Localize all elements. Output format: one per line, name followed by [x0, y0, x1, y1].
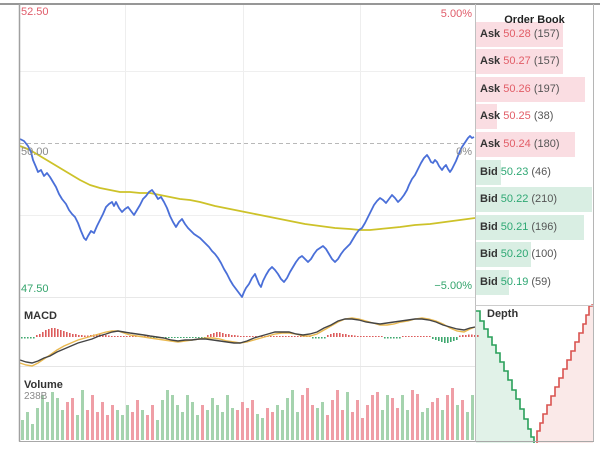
- order-book-row-ask-50.28[interactable]: Ask 50.28 (157): [476, 21, 593, 47]
- order-book-row-bid-50.23[interactable]: Bid 50.23 (46): [476, 159, 593, 185]
- order-book-row-bid-50.20[interactable]: Bid 50.20 (100): [476, 242, 593, 268]
- order-book-row-ask-50.24[interactable]: Ask 50.24 (180): [476, 131, 593, 157]
- order-book-side-label: Bid: [480, 248, 498, 261]
- order-book-row-text: Ask 50.26 (197): [476, 77, 593, 102]
- grid-lines: [20, 5, 475, 440]
- depth-chart: [476, 304, 593, 443]
- order-book-side-label: Ask: [480, 137, 501, 150]
- order-book-row-text: Bid 50.19 (59): [476, 270, 593, 295]
- volume-value: 238B: [24, 391, 48, 402]
- price-axis-bottom-label: 47.50: [21, 283, 49, 295]
- order-book-size: (210): [531, 193, 558, 206]
- order-book-price: 50.20: [500, 248, 529, 261]
- order-book-size: (59): [531, 275, 551, 288]
- order-book-row-bid-50.21[interactable]: Bid 50.21 (196): [476, 214, 593, 240]
- volume-panel-label: Volume: [24, 379, 63, 391]
- order-book-row-text: Bid 50.23 (46): [476, 160, 593, 185]
- order-book-size: (46): [531, 165, 551, 178]
- order-book-side-label: Bid: [480, 165, 498, 178]
- order-book-price: 50.19: [500, 275, 529, 288]
- order-book-size-bar: [476, 187, 592, 213]
- order-book-price: 50.28: [503, 27, 531, 40]
- order-book-size-bar: [476, 49, 563, 75]
- percent-axis-bottom-label: −5.00%: [434, 280, 472, 292]
- panel-borders: [0, 3, 600, 442]
- macd-panel: [19, 317, 479, 367]
- order-book-size-bar: [476, 159, 501, 185]
- order-book-size: (38): [533, 110, 554, 123]
- order-book-side-label: Bid: [480, 193, 498, 206]
- order-book-size: (157): [533, 27, 560, 40]
- order-book-row-bid-50.22[interactable]: Bid 50.22 (210): [476, 187, 593, 213]
- order-book-row-text: Bid 50.22 (210): [476, 187, 593, 212]
- order-book-size: (197): [533, 82, 560, 95]
- order-book-size-bar: [476, 214, 584, 240]
- order-book-row-text: Ask 50.25 (38): [476, 104, 593, 129]
- order-book-price: 50.21: [500, 220, 529, 233]
- order-book-size: (100): [531, 248, 558, 261]
- order-book-size-bar: [476, 76, 585, 102]
- order-book-size: (180): [533, 137, 560, 150]
- order-book-size-bar: [476, 104, 497, 130]
- order-book-rows: Ask 50.28 (157) Ask 50.27 (157) Ask 50.26 …: [476, 4, 593, 305]
- volume-bars: [21, 388, 474, 440]
- order-book-side-label: Ask: [480, 55, 501, 68]
- order-book-size-bar: [476, 242, 531, 268]
- price-axis-mid-label: 50.00: [21, 146, 49, 158]
- order-book-price: 50.25: [503, 110, 531, 123]
- order-book-size: (196): [531, 220, 558, 233]
- order-book-side-label: Ask: [480, 110, 501, 123]
- percent-axis-mid-label: 0%: [456, 146, 472, 158]
- macd-panel-label: MACD: [24, 310, 57, 322]
- order-book-panel: Order Book Ask 50.28 (157) Ask 50.27 (157…: [476, 4, 593, 305]
- order-book-row-ask-50.25[interactable]: Ask 50.25 (38): [476, 104, 593, 130]
- order-book-side-label: Ask: [480, 27, 501, 40]
- price-line: [19, 135, 475, 298]
- depth-panel-label: Depth: [487, 308, 519, 320]
- order-book-size-bar: [476, 21, 563, 47]
- price-axis-top-label: 52.50: [21, 6, 49, 18]
- order-book-size: (157): [533, 55, 560, 68]
- order-book-side-label: Ask: [480, 82, 501, 95]
- order-book-row-ask-50.26[interactable]: Ask 50.26 (197): [476, 76, 593, 102]
- order-book-price: 50.23: [500, 165, 529, 178]
- order-book-row-ask-50.27[interactable]: Ask 50.27 (157): [476, 49, 593, 75]
- order-book-row-text: Bid 50.21 (196): [476, 215, 593, 240]
- order-book-row-text: Ask 50.28 (157): [476, 22, 593, 47]
- percent-axis-top-label: 5.00%: [440, 8, 472, 20]
- order-book-size-bar: [476, 269, 509, 295]
- order-book-price: 50.22: [500, 193, 529, 206]
- order-book-title: Order Book: [504, 14, 565, 26]
- order-book-row-bid-50.19[interactable]: Bid 50.19 (59): [476, 269, 593, 295]
- order-book-row-text: Ask 50.27 (157): [476, 49, 593, 74]
- ma-line: [19, 145, 476, 231]
- order-book-price: 50.24: [503, 137, 531, 150]
- order-book-price: 50.27: [503, 55, 531, 68]
- order-book-size-bar: [476, 131, 575, 157]
- order-book-row-text: Ask 50.24 (180): [476, 132, 593, 157]
- order-book-row-text: Bid 50.20 (100): [476, 242, 593, 267]
- order-book-side-label: Bid: [480, 275, 498, 288]
- order-book-price: 50.26: [503, 82, 531, 95]
- order-book-side-label: Bid: [480, 220, 498, 233]
